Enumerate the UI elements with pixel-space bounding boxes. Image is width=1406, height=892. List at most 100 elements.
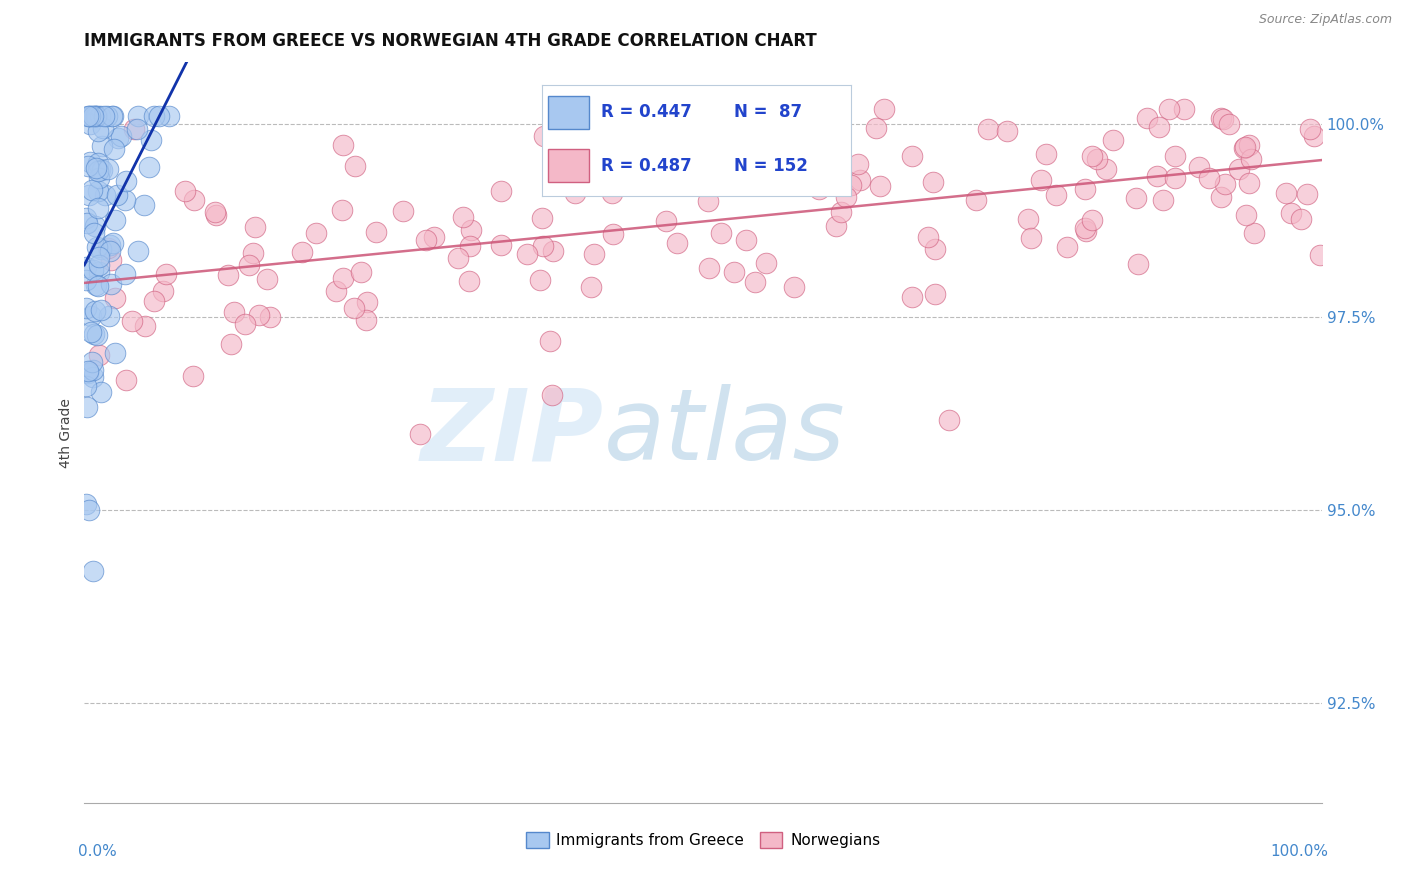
Point bbox=[205, 208, 228, 222]
Point bbox=[90, 242, 112, 256]
Point bbox=[415, 233, 437, 247]
Point bbox=[576, 140, 599, 154]
Point bbox=[600, 154, 623, 169]
Point bbox=[924, 242, 946, 256]
Point bbox=[90, 384, 112, 399]
Text: ZIP: ZIP bbox=[420, 384, 605, 481]
Point bbox=[83, 110, 105, 124]
Point bbox=[457, 274, 479, 288]
Point bbox=[1095, 161, 1118, 176]
Point bbox=[75, 273, 97, 287]
Point bbox=[121, 314, 143, 328]
Point bbox=[75, 211, 97, 225]
Point bbox=[1303, 129, 1326, 144]
Point bbox=[1076, 224, 1098, 238]
Point bbox=[100, 252, 122, 267]
Point bbox=[87, 278, 110, 293]
Point bbox=[723, 265, 745, 279]
Point bbox=[602, 227, 624, 241]
Point bbox=[103, 143, 125, 157]
Point bbox=[756, 167, 779, 181]
Point bbox=[114, 193, 136, 207]
Text: Source: ZipAtlas.com: Source: ZipAtlas.com bbox=[1258, 13, 1392, 27]
Point bbox=[735, 233, 758, 247]
Point bbox=[127, 110, 149, 124]
Point bbox=[79, 326, 101, 340]
Point bbox=[849, 173, 872, 187]
Point bbox=[77, 364, 100, 378]
Point bbox=[630, 117, 652, 131]
Point bbox=[529, 272, 551, 286]
Point bbox=[451, 210, 474, 224]
Point bbox=[1074, 221, 1097, 235]
Point bbox=[538, 334, 561, 349]
Point bbox=[83, 219, 105, 234]
Point bbox=[90, 302, 112, 317]
Point bbox=[84, 110, 107, 124]
Point bbox=[665, 235, 688, 250]
Point bbox=[825, 219, 848, 234]
Point bbox=[87, 156, 110, 170]
Point bbox=[332, 270, 354, 285]
Point bbox=[96, 110, 118, 124]
Point bbox=[1279, 206, 1302, 220]
Point bbox=[1017, 212, 1039, 227]
Point bbox=[79, 117, 101, 131]
Point bbox=[219, 336, 242, 351]
Point bbox=[710, 226, 733, 240]
Point bbox=[82, 370, 104, 384]
Point bbox=[1136, 111, 1159, 125]
Point bbox=[134, 318, 156, 333]
Point bbox=[101, 110, 124, 124]
Point bbox=[869, 179, 891, 194]
Point bbox=[242, 245, 264, 260]
Point bbox=[1056, 239, 1078, 253]
Point bbox=[1213, 178, 1236, 192]
Point bbox=[1309, 248, 1331, 262]
Point bbox=[579, 280, 602, 294]
Point bbox=[1164, 149, 1187, 163]
Point bbox=[540, 388, 562, 402]
Point bbox=[330, 203, 353, 218]
Point bbox=[86, 202, 108, 216]
Point bbox=[655, 213, 678, 227]
Point bbox=[77, 110, 100, 124]
Point bbox=[89, 170, 111, 185]
Point bbox=[80, 310, 103, 324]
Point bbox=[82, 110, 104, 124]
Point bbox=[447, 251, 470, 265]
Point bbox=[1147, 120, 1170, 135]
Point bbox=[110, 128, 132, 143]
Point bbox=[744, 276, 766, 290]
Point bbox=[745, 105, 768, 120]
Point bbox=[783, 280, 806, 294]
Point bbox=[938, 413, 960, 427]
Point bbox=[79, 110, 101, 124]
Point bbox=[789, 136, 811, 151]
Point bbox=[75, 260, 97, 274]
Text: 0.0%: 0.0% bbox=[79, 844, 117, 858]
Point bbox=[901, 149, 924, 163]
Point bbox=[846, 157, 869, 171]
Point bbox=[343, 301, 366, 316]
Point bbox=[325, 284, 347, 298]
Point bbox=[305, 227, 328, 241]
Point bbox=[1198, 171, 1220, 186]
Point bbox=[820, 102, 842, 116]
Point bbox=[1146, 169, 1168, 183]
Point bbox=[409, 427, 432, 442]
Point bbox=[89, 161, 111, 176]
Point bbox=[717, 171, 740, 186]
Point bbox=[155, 267, 177, 281]
Point bbox=[86, 110, 108, 124]
Point bbox=[366, 225, 388, 239]
Text: IMMIGRANTS FROM GREECE VS NORWEGIAN 4TH GRADE CORRELATION CHART: IMMIGRANTS FROM GREECE VS NORWEGIAN 4TH … bbox=[84, 32, 817, 50]
Point bbox=[142, 294, 165, 309]
Point bbox=[922, 175, 945, 189]
Point bbox=[489, 184, 512, 198]
Point bbox=[98, 237, 121, 252]
Point bbox=[1227, 161, 1250, 176]
Point bbox=[1152, 193, 1174, 207]
Point bbox=[259, 310, 281, 325]
Point bbox=[243, 219, 266, 234]
